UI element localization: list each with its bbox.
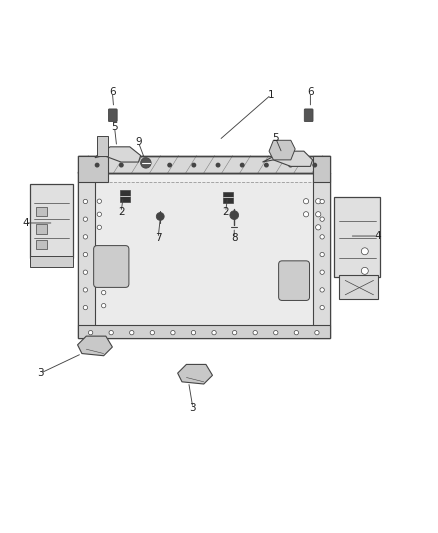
Circle shape — [233, 330, 237, 335]
Polygon shape — [78, 173, 330, 338]
Circle shape — [361, 268, 368, 274]
Circle shape — [95, 163, 99, 167]
Polygon shape — [78, 156, 108, 182]
Circle shape — [294, 330, 299, 335]
Text: 5: 5 — [272, 133, 279, 143]
Polygon shape — [30, 256, 73, 266]
FancyBboxPatch shape — [304, 109, 313, 122]
Circle shape — [97, 199, 102, 204]
Text: 8: 8 — [231, 233, 237, 243]
Circle shape — [171, 330, 175, 335]
Circle shape — [168, 163, 171, 167]
Circle shape — [316, 199, 321, 204]
Circle shape — [102, 303, 106, 308]
Circle shape — [191, 330, 196, 335]
FancyBboxPatch shape — [279, 261, 310, 301]
Text: 6: 6 — [109, 87, 116, 98]
Circle shape — [304, 199, 309, 204]
Polygon shape — [95, 147, 141, 162]
Circle shape — [156, 213, 164, 220]
Circle shape — [83, 252, 88, 257]
Polygon shape — [86, 182, 321, 329]
Polygon shape — [262, 151, 313, 166]
Text: 6: 6 — [307, 87, 314, 98]
Text: 2: 2 — [118, 207, 124, 217]
Circle shape — [83, 235, 88, 239]
Circle shape — [240, 163, 244, 167]
Circle shape — [315, 330, 319, 335]
Circle shape — [141, 158, 151, 168]
Circle shape — [320, 252, 324, 257]
Text: 5: 5 — [111, 122, 118, 132]
Circle shape — [97, 225, 102, 230]
Circle shape — [130, 330, 134, 335]
Circle shape — [150, 330, 155, 335]
Circle shape — [144, 163, 147, 167]
Circle shape — [320, 217, 324, 221]
Circle shape — [274, 330, 278, 335]
Circle shape — [253, 330, 258, 335]
Circle shape — [102, 290, 106, 295]
Circle shape — [320, 288, 324, 292]
Text: 4: 4 — [374, 231, 381, 241]
Text: 1: 1 — [268, 90, 275, 100]
Polygon shape — [78, 173, 95, 338]
Circle shape — [361, 248, 368, 255]
Circle shape — [83, 288, 88, 292]
Circle shape — [320, 199, 324, 204]
Text: 3: 3 — [190, 403, 196, 413]
Polygon shape — [339, 275, 378, 299]
Text: 3: 3 — [37, 368, 44, 378]
Circle shape — [83, 199, 88, 204]
Circle shape — [289, 163, 292, 167]
Circle shape — [88, 330, 93, 335]
Circle shape — [83, 270, 88, 274]
FancyBboxPatch shape — [94, 246, 129, 287]
Circle shape — [304, 212, 309, 217]
Circle shape — [192, 163, 196, 167]
FancyBboxPatch shape — [36, 224, 47, 234]
Circle shape — [265, 163, 268, 167]
Circle shape — [320, 270, 324, 274]
Circle shape — [320, 235, 324, 239]
Polygon shape — [313, 156, 330, 182]
Circle shape — [230, 211, 239, 220]
Text: 4: 4 — [22, 218, 28, 228]
Polygon shape — [223, 192, 233, 204]
Circle shape — [313, 163, 317, 167]
Polygon shape — [313, 173, 330, 338]
Circle shape — [83, 305, 88, 310]
Polygon shape — [120, 190, 130, 202]
Polygon shape — [78, 325, 330, 338]
Text: 9: 9 — [135, 138, 142, 148]
Circle shape — [320, 305, 324, 310]
Circle shape — [109, 330, 113, 335]
Circle shape — [83, 217, 88, 221]
Polygon shape — [334, 197, 380, 277]
Text: 7: 7 — [155, 233, 161, 243]
Circle shape — [316, 225, 321, 230]
Polygon shape — [178, 365, 212, 384]
Polygon shape — [30, 184, 73, 258]
Polygon shape — [78, 336, 113, 356]
Circle shape — [216, 163, 220, 167]
Polygon shape — [269, 140, 295, 160]
Polygon shape — [78, 156, 330, 173]
Circle shape — [120, 163, 123, 167]
Circle shape — [212, 330, 216, 335]
Text: 2: 2 — [222, 207, 229, 217]
Circle shape — [97, 212, 102, 216]
Circle shape — [316, 212, 321, 217]
FancyBboxPatch shape — [36, 207, 47, 216]
Polygon shape — [97, 136, 108, 156]
FancyBboxPatch shape — [36, 239, 47, 249]
FancyBboxPatch shape — [109, 109, 117, 122]
